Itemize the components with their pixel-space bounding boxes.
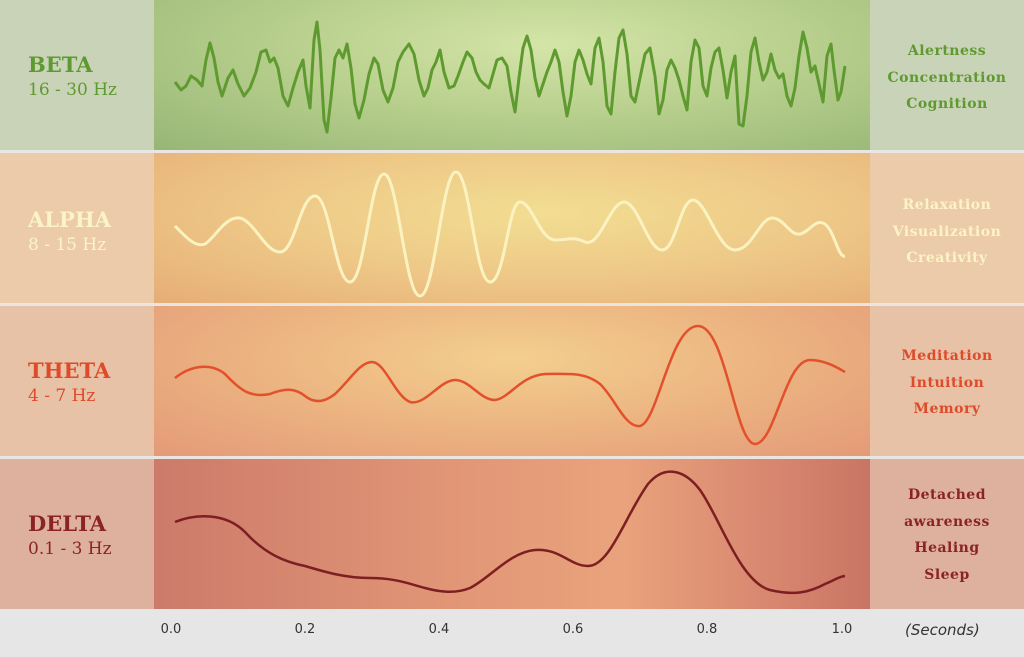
delta-name: DELTA — [28, 511, 107, 536]
delta-effects: Detached awareness Healing Sleep — [870, 482, 1024, 588]
delta-label-panel: DELTA 0.1 - 3 Hz — [0, 459, 154, 609]
axis-tick-label: 1.0 — [831, 622, 853, 637]
theta-effect-3: Memory — [913, 401, 981, 417]
alpha-effects: Relaxation Visualization Creativity — [870, 192, 1024, 272]
theta-label-panel: THETA 4 - 7 Hz — [0, 306, 154, 456]
theta-wave-panel — [154, 306, 870, 456]
alpha-range: 8 - 15 Hz — [28, 235, 107, 255]
alpha-effect-2: Visualization — [892, 223, 1002, 240]
axis-tick-label: 0.2 — [294, 622, 316, 637]
beta-effects: Alertness Concentration Cognition — [870, 38, 1024, 118]
beta-effect-1: Alertness — [907, 43, 987, 59]
band-separator — [0, 150, 1024, 153]
beta-range: 16 - 30 Hz — [28, 80, 118, 100]
beta-label-panel: BETA 16 - 30 Hz — [0, 0, 154, 150]
alpha-label-panel: ALPHA 8 - 15 Hz — [0, 153, 154, 303]
theta-effect-1: Meditation — [901, 348, 993, 364]
alpha-name: ALPHA — [28, 207, 111, 232]
alpha-effect-1: Relaxation — [902, 197, 992, 213]
beta-band: BETA 16 - 30 Hz Alertness Concentration … — [0, 0, 1024, 150]
theta-range: 4 - 7 Hz — [28, 386, 96, 406]
alpha-effect-3: Creativity — [906, 250, 988, 266]
delta-effect-2: awareness — [904, 513, 990, 530]
alpha-band: ALPHA 8 - 15 Hz Relaxation Visualization… — [0, 153, 1024, 303]
delta-wave-panel — [154, 459, 870, 609]
beta-effects-panel: Alertness Concentration Cognition — [870, 0, 1024, 150]
theta-effects-panel: Meditation Intuition Memory — [870, 306, 1024, 456]
theta-effects: Meditation Intuition Memory — [870, 343, 1024, 423]
axis-tick-label: 0.6 — [562, 622, 584, 637]
axis-tick-label: 0.8 — [696, 622, 718, 637]
alpha-effects-panel: Relaxation Visualization Creativity — [870, 153, 1024, 303]
delta-effect-1: Detached — [908, 487, 986, 503]
beta-effect-3: Cognition — [906, 96, 988, 112]
theta-effect-2: Intuition — [909, 374, 985, 391]
delta-range: 0.1 - 3 Hz — [28, 539, 112, 559]
beta-name: BETA — [28, 52, 93, 77]
axis-unit-label: (Seconds) — [905, 621, 980, 639]
band-separator — [0, 456, 1024, 459]
beta-effect-2: Concentration — [887, 69, 1007, 86]
delta-effects-panel: Detached awareness Healing Sleep — [870, 459, 1024, 609]
delta-effect-3: Healing — [914, 540, 980, 556]
alpha-wave-panel — [154, 153, 870, 303]
theta-band: THETA 4 - 7 Hz Meditation Intuition Memo… — [0, 306, 1024, 456]
beta-wave-panel — [154, 0, 870, 150]
delta-band: DELTA 0.1 - 3 Hz Detached awareness Heal… — [0, 459, 1024, 609]
theta-name: THETA — [28, 358, 111, 383]
band-separator — [0, 303, 1024, 306]
delta-effect-4: Sleep — [924, 566, 970, 583]
axis-tick-label: 0.0 — [160, 622, 182, 637]
axis-tick-label: 0.4 — [428, 622, 450, 637]
